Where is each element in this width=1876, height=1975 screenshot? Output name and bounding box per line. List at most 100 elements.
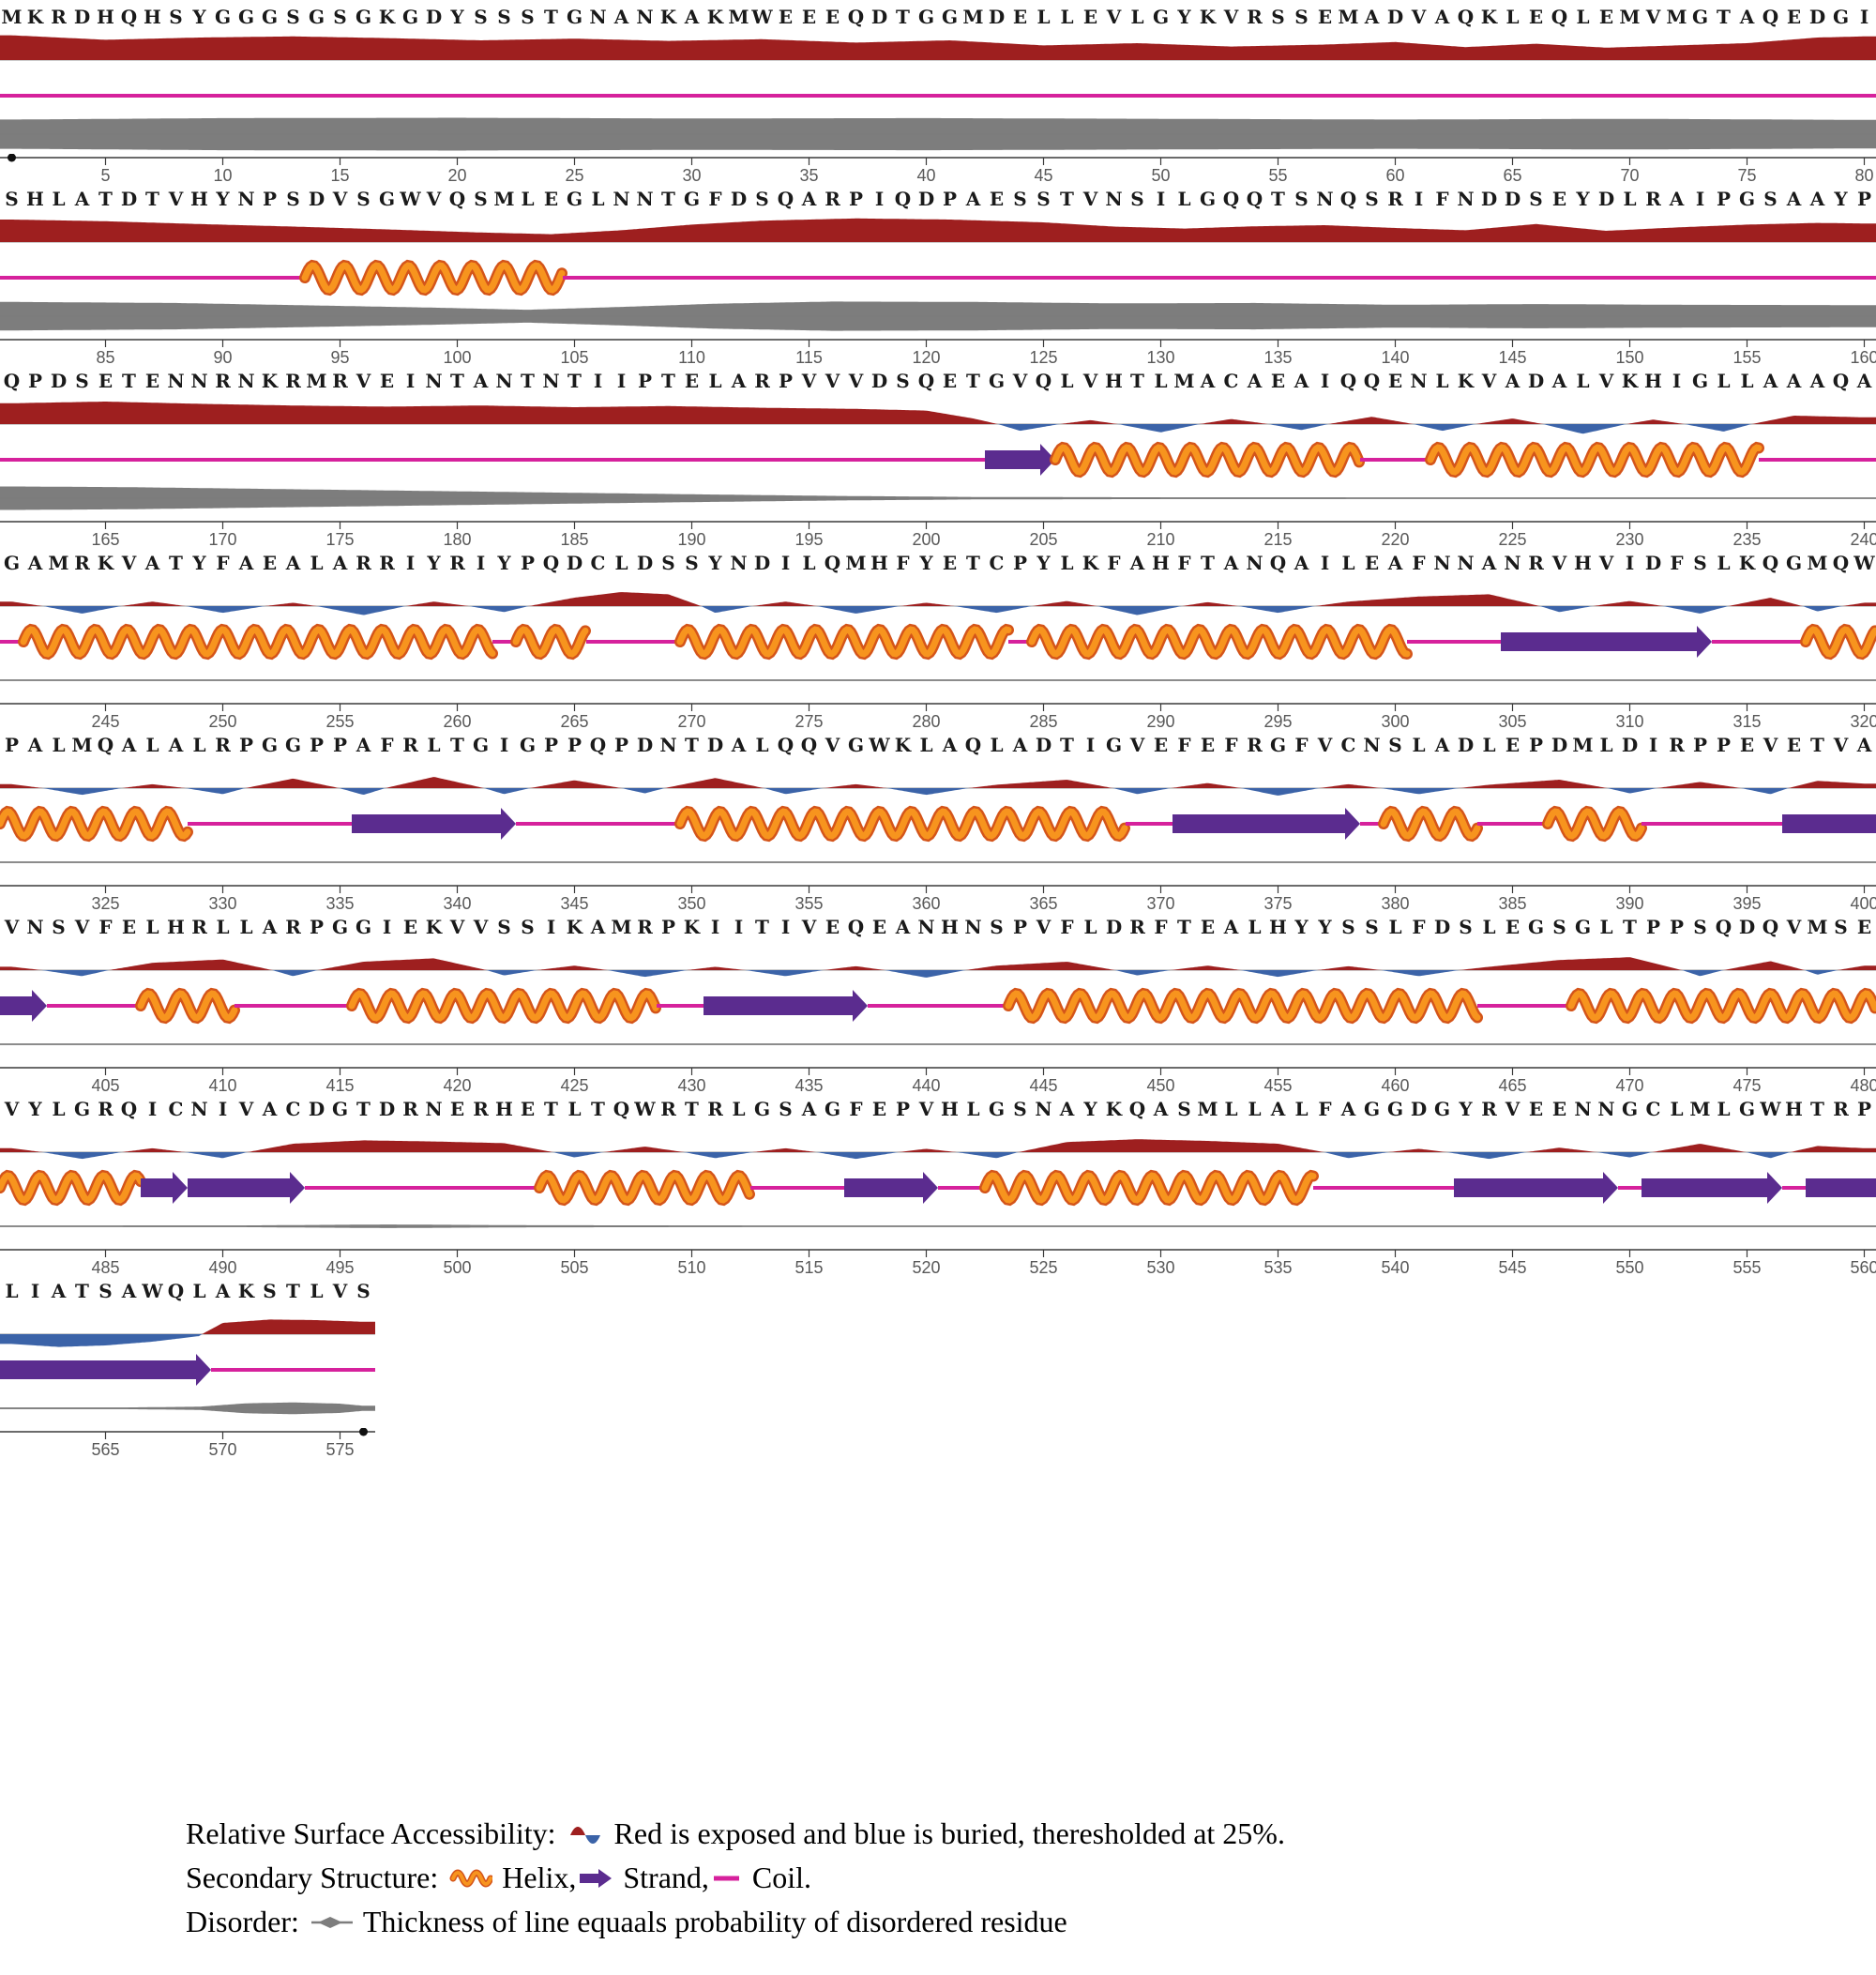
axis-tick-label: 20 xyxy=(447,166,466,185)
residue-letter: A xyxy=(238,552,254,574)
residue-letter: P xyxy=(1692,734,1708,756)
residue-letter: G xyxy=(73,1098,91,1120)
residue-row-561-576: L I A T S A W Q L A K S T L V S 565 570 575 xyxy=(0,1278,1876,1460)
residue-letter: V xyxy=(1317,734,1333,756)
residue-letter: D xyxy=(870,6,888,28)
residue-letter: D xyxy=(870,370,888,392)
residue-letter: A xyxy=(215,1280,231,1302)
residue-letter: V xyxy=(4,1098,20,1120)
residue-letter: L xyxy=(919,734,933,756)
residue-letter: D xyxy=(1808,6,1826,28)
residue-letter: L xyxy=(1248,1098,1262,1120)
residue-letter: Q xyxy=(1832,370,1850,392)
residue-letter: A xyxy=(1763,370,1778,392)
residue-letter: P xyxy=(1716,188,1732,210)
rsa-buried-area xyxy=(0,424,1876,434)
residue-letter: A xyxy=(51,1280,67,1302)
helix-ribbon xyxy=(346,987,661,1025)
residue-letter: E xyxy=(989,188,1005,210)
residue-letter: N xyxy=(26,916,44,938)
residue-letter: Y xyxy=(919,552,933,574)
residue-letter: E xyxy=(825,6,840,28)
residue-letter: T xyxy=(1810,734,1824,756)
helix-ribbon xyxy=(299,259,567,296)
residue-letter: N xyxy=(1457,188,1475,210)
residue-letter: K xyxy=(26,6,44,28)
residue-letter: S xyxy=(1036,188,1051,210)
rsa-track xyxy=(0,1139,1876,1160)
residue-letter: Y xyxy=(192,552,206,574)
residue-letter: V xyxy=(1833,734,1849,756)
helix-ribbon xyxy=(674,623,1014,661)
residue-letter: Q xyxy=(1339,370,1357,392)
legend-rsa-text: Red is exposed and blue is buried, there… xyxy=(613,1816,1285,1850)
residue-letter: V xyxy=(1082,370,1098,392)
residue-letter: L xyxy=(1341,552,1355,574)
axis-tick-label: 285 xyxy=(1029,712,1057,731)
residue-letter: A xyxy=(1012,734,1028,756)
residue-letter: S xyxy=(52,916,66,938)
helix-ribbon xyxy=(1378,805,1483,843)
residue-letter: S xyxy=(1013,188,1027,210)
residue-letter: Q xyxy=(1246,188,1263,210)
residue-letter: Q xyxy=(964,734,982,756)
residue-letter: S xyxy=(1013,1098,1027,1120)
residue-letter: N xyxy=(1246,552,1263,574)
axis-tick-label: 135 xyxy=(1263,348,1292,367)
residue-letter: L xyxy=(52,1098,66,1120)
residue-letter: V xyxy=(1645,6,1661,28)
residue-letter: A xyxy=(1551,370,1567,392)
residue-letter: N xyxy=(1504,552,1521,574)
residue-letter: V xyxy=(825,370,840,392)
residue-letter: G xyxy=(1527,916,1545,938)
axis-tick-label: 345 xyxy=(560,894,588,913)
residue-letter: E xyxy=(684,370,700,392)
residue-letter: R xyxy=(191,916,207,938)
residue-letter: S xyxy=(990,916,1004,938)
residue-letter: D xyxy=(1480,188,1498,210)
axis-tick-label: 55 xyxy=(1268,166,1287,185)
residue-letter: H xyxy=(1644,370,1662,392)
axis-tick-label: 45 xyxy=(1034,166,1052,185)
position-axis: 245 250 255 260 265 270 275 280 285 290 295 300 305 3… xyxy=(0,703,1876,731)
axis-tick-label: 490 xyxy=(208,1258,236,1277)
residue-letter: T xyxy=(1060,188,1074,210)
residue-letter: N xyxy=(190,1098,208,1120)
residue-letter: F xyxy=(1294,734,1309,756)
residue-letter: R xyxy=(285,916,301,938)
residue-letter: L xyxy=(1412,734,1426,756)
residue-letter: A xyxy=(590,916,606,938)
residue-letter: N xyxy=(636,188,654,210)
residue-letter: D xyxy=(378,1098,396,1120)
axis-tick-label: 245 xyxy=(91,712,119,731)
residue-letter: T xyxy=(1717,6,1731,28)
residue-letter: H xyxy=(1105,370,1123,392)
residue-letter: Y xyxy=(1294,916,1309,938)
residue-letter: R xyxy=(1528,552,1544,574)
residue-letter: K xyxy=(1480,6,1498,28)
helix-ribbon xyxy=(1566,987,1876,1025)
residue-letter: S xyxy=(497,916,511,938)
residue-letter: A xyxy=(942,734,958,756)
residue-letter: K xyxy=(659,6,677,28)
residue-letter: G xyxy=(988,1098,1006,1120)
residue-letter: A xyxy=(1809,370,1825,392)
strand-arrow xyxy=(844,1172,938,1204)
residue-letter: V xyxy=(1036,916,1051,938)
axis-tick-label: 105 xyxy=(560,348,588,367)
residue-letter: G xyxy=(941,6,959,28)
residue-letter: I xyxy=(1414,188,1424,210)
strand-arrow xyxy=(188,1172,305,1204)
residue-letter: T xyxy=(98,188,113,210)
residue-letter: N xyxy=(613,188,630,210)
axis-tick-label: 115 xyxy=(795,348,823,367)
residue-letter: S xyxy=(356,188,371,210)
rsa-exposed-area xyxy=(0,1319,375,1334)
residue-letter: T xyxy=(521,370,535,392)
residue-letter: L xyxy=(1388,916,1402,938)
residue-letter: N xyxy=(1574,1098,1592,1120)
residue-letter: F xyxy=(1670,552,1684,574)
